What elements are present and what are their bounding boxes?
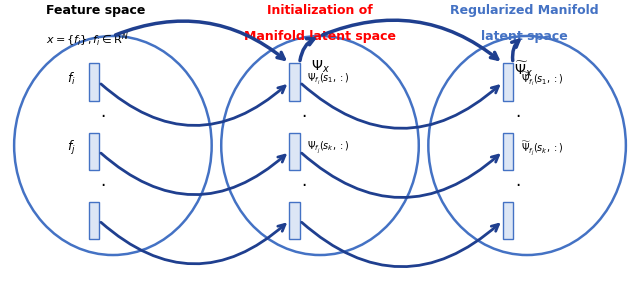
Text: $\Psi_x$: $\Psi_x$ <box>310 59 330 75</box>
Text: Manifold latent space: Manifold latent space <box>244 30 396 43</box>
Text: $\Psi_{f_i}(s_1,:)$: $\Psi_{f_i}(s_1,:)$ <box>307 72 350 87</box>
Text: ·: · <box>515 177 520 195</box>
Bar <box>289 63 300 101</box>
Text: ·: · <box>100 177 106 195</box>
FancyArrowPatch shape <box>301 153 499 198</box>
Bar <box>503 132 513 170</box>
Text: $x = \{f_i\}, f_i \in \mathrm{R}^N$: $x = \{f_i\}, f_i \in \mathrm{R}^N$ <box>46 30 129 49</box>
Text: latent space: latent space <box>481 30 567 43</box>
FancyArrowPatch shape <box>101 153 285 195</box>
FancyArrowPatch shape <box>323 20 498 59</box>
FancyArrowPatch shape <box>101 222 285 264</box>
Bar <box>289 132 300 170</box>
FancyArrowPatch shape <box>301 84 499 128</box>
FancyArrowPatch shape <box>115 21 284 59</box>
Bar <box>89 202 99 239</box>
Text: Feature space: Feature space <box>46 4 145 17</box>
Text: ·: · <box>515 108 520 126</box>
Text: Initialization of: Initialization of <box>267 4 373 17</box>
Bar <box>503 63 513 101</box>
Text: $\widetilde{\Psi}_x$: $\widetilde{\Psi}_x$ <box>515 59 533 79</box>
FancyArrowPatch shape <box>300 39 314 61</box>
Bar <box>503 202 513 239</box>
Text: $f_j$: $f_j$ <box>67 139 76 157</box>
Text: $\Psi_{f_j}(s_k,:)$: $\Psi_{f_j}(s_k,:)$ <box>307 140 349 157</box>
Text: Regularized Manifold: Regularized Manifold <box>449 4 598 17</box>
Text: ·: · <box>301 108 307 126</box>
Bar <box>89 132 99 170</box>
Text: $f_i$: $f_i$ <box>67 71 76 87</box>
Text: $\widetilde{\Psi}_{f_j}(s_k,:)$: $\widetilde{\Psi}_{f_j}(s_k,:)$ <box>521 139 563 158</box>
FancyArrowPatch shape <box>512 40 519 61</box>
Text: ·: · <box>301 177 307 195</box>
Bar <box>289 202 300 239</box>
Bar <box>89 63 99 101</box>
Text: ·: · <box>100 108 106 126</box>
FancyArrowPatch shape <box>301 222 499 267</box>
FancyArrowPatch shape <box>101 84 285 125</box>
Text: $\widetilde{\Psi}_{f_i}(s_1,:)$: $\widetilde{\Psi}_{f_i}(s_1,:)$ <box>521 70 563 88</box>
